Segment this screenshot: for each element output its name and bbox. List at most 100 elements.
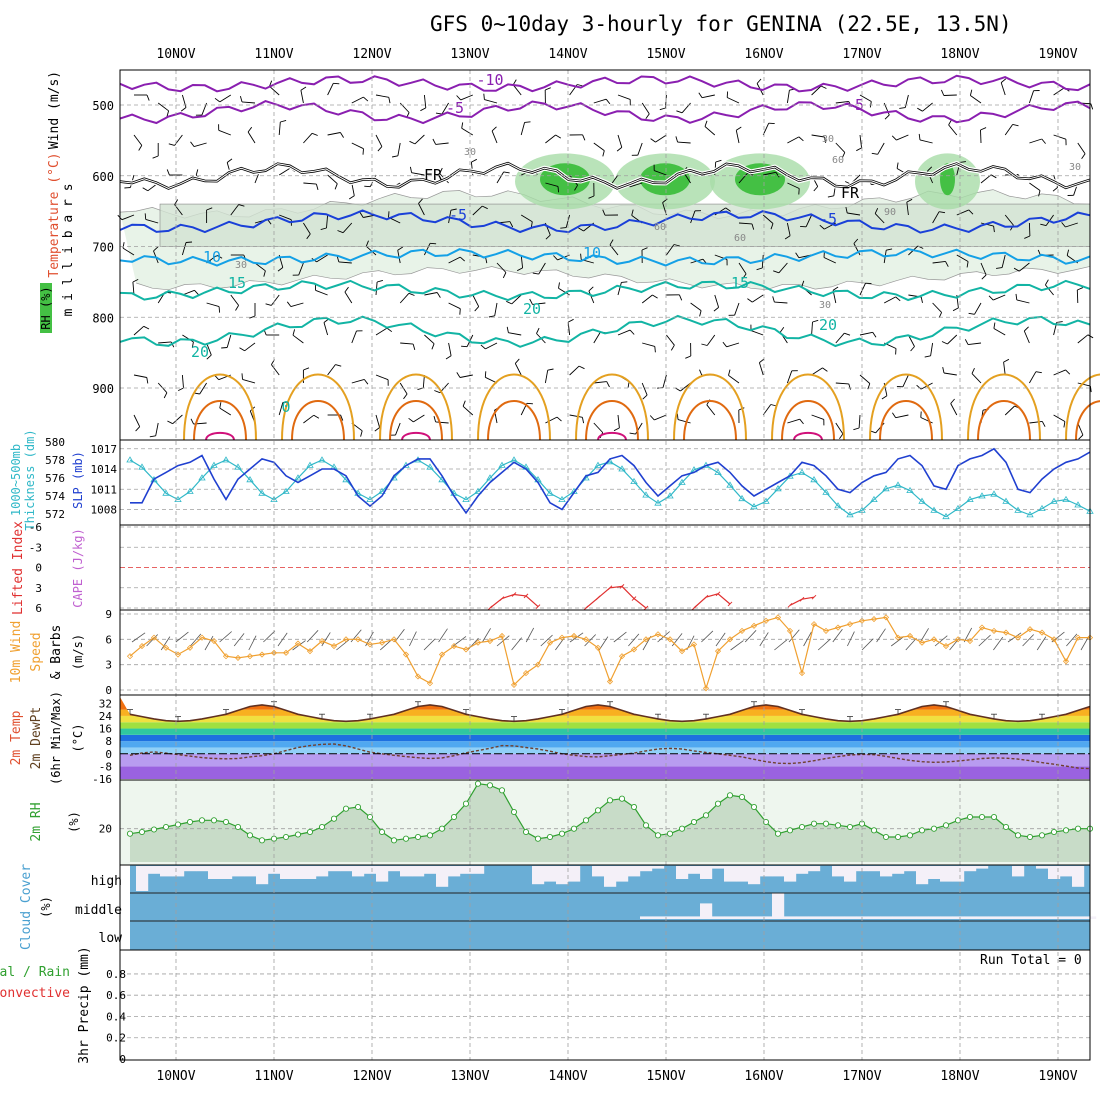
cloud-high-bar — [532, 866, 544, 884]
cloud-level-label: high — [91, 874, 122, 889]
thickness-unit-label: Thickness (dm) — [23, 429, 37, 530]
wind-barb-flag — [363, 149, 364, 155]
wind10m-barb — [147, 635, 158, 647]
rh-shade-60 — [160, 204, 1090, 246]
cloud-middle-bar — [964, 916, 976, 919]
wind-barb-flag — [621, 282, 627, 283]
date-label: 12NOV — [352, 1069, 391, 1084]
temp-contour-label: -10 — [476, 71, 503, 89]
rh-point — [283, 834, 288, 839]
rh-point — [199, 818, 204, 823]
rh-point — [463, 801, 468, 806]
wind-barb-flag — [1091, 104, 1093, 110]
cloud-middle-bar — [820, 916, 832, 919]
temp-contour-label: FR — [424, 166, 443, 184]
cloud-high-bar — [160, 866, 172, 876]
wind10m-barb — [249, 636, 256, 650]
temp-contour-label: 15 — [731, 274, 749, 292]
rh-point — [679, 826, 684, 831]
wind-speed-label: Speed — [29, 632, 44, 671]
rh-point — [811, 821, 816, 826]
cloud-high-bar — [256, 866, 268, 884]
rh-contour-label: 30 — [822, 134, 834, 145]
cloud-high-bar — [136, 866, 148, 891]
temp-tick-label: 24 — [99, 710, 113, 723]
cape-label: CAPE (J/kg) — [71, 528, 85, 607]
cloud-high-bar — [952, 866, 964, 882]
wind10m-barb — [439, 629, 448, 642]
precip-panel: 00.20.40.60.8Total / RainConvective3hr P… — [0, 946, 1090, 1066]
cloud-high-bar — [292, 866, 304, 879]
cloud-high-bar — [208, 866, 220, 879]
wind10m-barb — [307, 630, 318, 642]
date-label: 13NOV — [450, 1069, 489, 1084]
cloud-middle-bar — [880, 916, 892, 919]
cloud-level-label: low — [99, 931, 123, 946]
cloud-high-bar — [352, 866, 364, 876]
wind10m-barb — [731, 641, 744, 650]
date-label: 16NOV — [744, 47, 783, 62]
wind-barbs-label: & Barbs — [49, 625, 64, 680]
cloud-high-bar — [940, 866, 952, 882]
rh-point — [211, 818, 216, 823]
wind-barb-flag — [1090, 386, 1091, 392]
rh-point — [1015, 833, 1020, 838]
rh-contour-label: 30 — [819, 300, 831, 311]
li-point — [596, 596, 600, 600]
wind10m-barb — [979, 635, 991, 646]
cloud-middle-bar — [844, 916, 856, 919]
cloud-high-bar — [652, 866, 664, 869]
date-label: 10NOV — [156, 47, 195, 62]
temp-contour-label: -5 — [446, 99, 464, 117]
cloud-high-bar — [1012, 866, 1024, 876]
rh-point — [355, 804, 360, 809]
rh-point — [619, 796, 624, 801]
cloud-middle-bar — [784, 916, 796, 919]
li-series — [694, 594, 730, 608]
cloud-middle-bar — [748, 916, 760, 919]
rh-point — [1063, 828, 1068, 833]
cloud-high-bar — [616, 866, 628, 882]
wind-barb-flag — [124, 188, 130, 189]
rh-contour-label: 30 — [235, 260, 247, 271]
li-tick-label: -6 — [29, 521, 42, 534]
pressure-axis-label: m i l l i b a r s — [61, 183, 76, 316]
cloud-high-bar — [772, 866, 784, 876]
wind10m-barb — [409, 632, 416, 646]
cloud-middle-bar — [1024, 916, 1036, 919]
date-label: 15NOV — [646, 1069, 685, 1084]
rh-point — [319, 824, 324, 829]
cloud-high-bar — [700, 866, 712, 879]
panel-frame-precip — [120, 950, 1090, 1060]
rh-point — [343, 806, 348, 811]
wind-barb-flag — [145, 213, 146, 219]
wind-barb — [944, 95, 957, 96]
temp-band — [120, 716, 1090, 722]
date-label: 13NOV — [450, 47, 489, 62]
rh-point — [1051, 829, 1056, 834]
wind-barb-flag — [677, 414, 678, 420]
wind-barb-flag — [333, 83, 339, 84]
rh-contour-label: 30 — [1069, 162, 1081, 173]
cloud-middle-bar — [1060, 916, 1072, 919]
rh-point — [991, 814, 996, 819]
rh-point — [331, 816, 336, 821]
wind10m-barb — [424, 639, 435, 650]
temp-tick-label: 32 — [99, 697, 112, 710]
cloud-middle-bar — [1000, 916, 1012, 919]
cloud-middle-bar — [676, 916, 688, 919]
rh-point — [751, 804, 756, 809]
rh-point — [547, 834, 552, 839]
date-label: 19NOV — [1038, 1069, 1077, 1084]
date-label: 18NOV — [940, 1069, 979, 1084]
cloud-high-bar — [892, 866, 904, 874]
cloud-high-bar — [724, 866, 736, 882]
wind10m-barb — [278, 633, 287, 646]
rh-point — [151, 827, 156, 832]
rh-point — [835, 823, 840, 828]
rh-point — [451, 814, 456, 819]
rh-point — [823, 821, 828, 826]
rh-label: RH (%) — [39, 286, 53, 329]
